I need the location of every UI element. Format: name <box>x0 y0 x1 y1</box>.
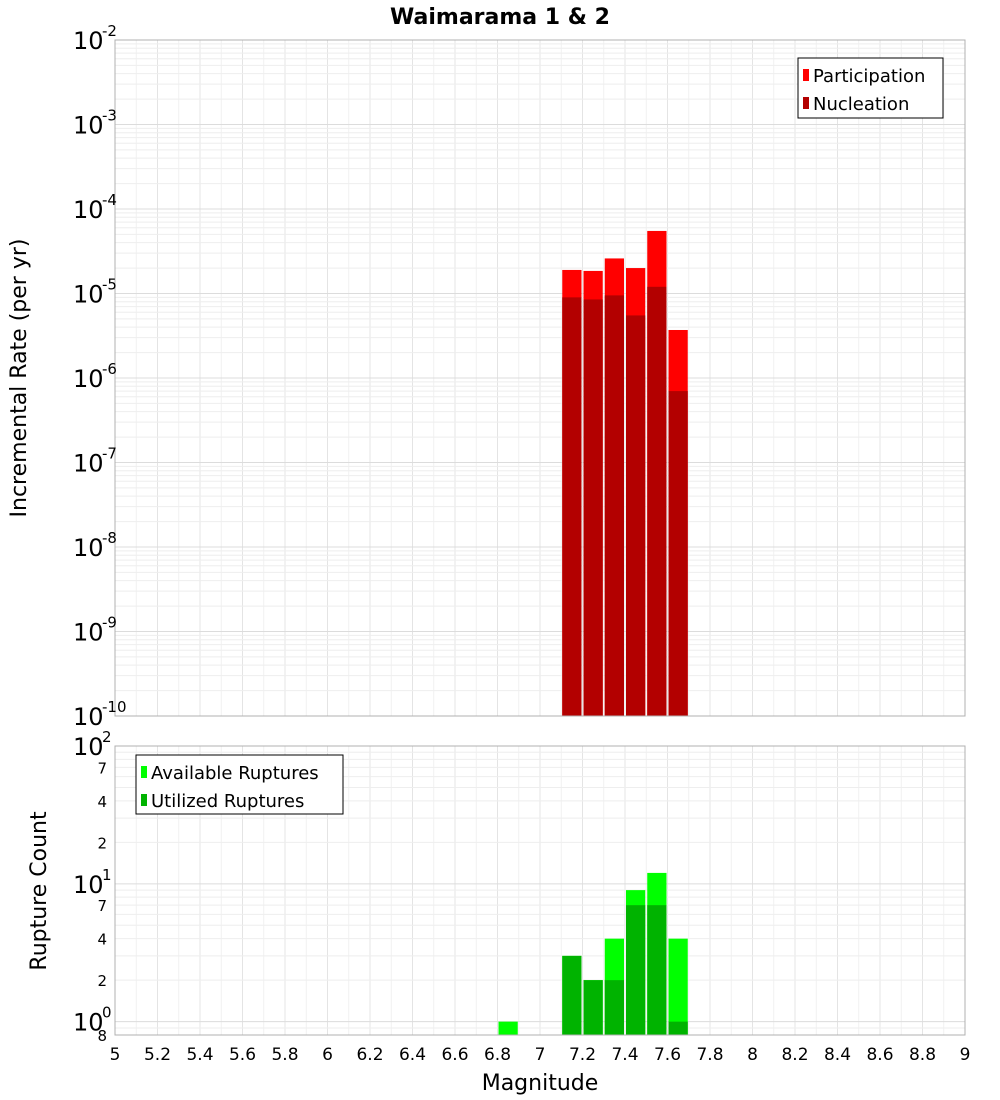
bar-utilized-ruptures <box>626 905 646 1035</box>
bar-utilized-ruptures <box>604 980 624 1035</box>
y-tick-exponent: -9 <box>102 614 117 632</box>
x-tick-label: 8.6 <box>866 1045 893 1065</box>
bar-utilized-ruptures <box>583 980 603 1035</box>
top-grid <box>114 39 966 717</box>
y-tick-label: 10 <box>73 281 104 309</box>
legend-box <box>797 57 944 119</box>
y-tick-exponent: -4 <box>102 191 117 209</box>
y-tick-exponent: -3 <box>102 107 117 125</box>
y-minor-tick-label: 7 <box>97 759 107 777</box>
x-tick-label: 7 <box>535 1045 546 1065</box>
legend-swatch <box>803 69 809 81</box>
y-tick-label: 10 <box>73 871 104 899</box>
y-tick-exponent: 1 <box>102 866 112 884</box>
legend-label: Available Ruptures <box>151 763 319 784</box>
x-tick-label: 6.2 <box>356 1045 383 1065</box>
y-minor-tick-label: 4 <box>97 931 107 949</box>
y-minor-tick-label: 7 <box>97 897 107 915</box>
y-tick-label: 10 <box>73 27 104 55</box>
bar-utilized-ruptures <box>668 1021 688 1035</box>
x-tick-label: 7.2 <box>569 1045 596 1065</box>
legend-swatch <box>141 794 147 806</box>
legend-swatch <box>141 766 147 778</box>
y-minor-tick-label: 8 <box>97 1027 107 1045</box>
x-tick-label: 8.2 <box>781 1045 808 1065</box>
y-tick-label: 10 <box>73 1009 104 1037</box>
y-tick-exponent: -6 <box>102 360 117 378</box>
bottom-legend: Available Ruptures Utilized Ruptures <box>135 754 344 815</box>
legend-box <box>135 754 344 815</box>
bottom-bars <box>498 872 688 1035</box>
bar-nucleation <box>647 286 667 716</box>
top-legend: Participation Nucleation <box>797 57 944 119</box>
top-bars <box>562 230 688 717</box>
y-minor-tick-label: 2 <box>97 834 107 852</box>
y-tick-label: 10 <box>73 733 104 761</box>
x-tick-label: 6.8 <box>484 1045 511 1065</box>
y-tick-exponent: -8 <box>102 529 117 547</box>
bar-utilized-ruptures <box>647 905 667 1035</box>
y-tick-exponent: -7 <box>102 445 117 463</box>
bar-available-ruptures <box>668 938 688 1035</box>
y-tick-exponent: -2 <box>102 22 117 40</box>
y-tick-exponent: 0 <box>102 1004 112 1022</box>
x-tick-label: 8.8 <box>909 1045 936 1065</box>
x-tick-label: 5.6 <box>229 1045 256 1065</box>
y-tick-exponent: -5 <box>102 276 117 294</box>
bar-nucleation <box>583 299 603 716</box>
legend-label: Participation <box>813 66 925 87</box>
y-tick-label: 10 <box>73 196 104 224</box>
x-axis-label: Magnitude <box>482 1071 599 1096</box>
x-tick-label: 7.6 <box>654 1045 681 1065</box>
x-tick-label: 9 <box>960 1045 971 1065</box>
legend-swatch <box>803 97 809 109</box>
x-tick-label: 7.4 <box>611 1045 638 1065</box>
y-tick-label: 10 <box>73 365 104 393</box>
bar-utilized-ruptures <box>562 955 582 1035</box>
x-tick-label: 5.8 <box>271 1045 298 1065</box>
x-tick-label: 6 <box>322 1045 333 1065</box>
y-minor-tick-label: 4 <box>97 793 107 811</box>
x-tick-labels: 5 5.2 5.4 5.6 5.8 6 6.2 6.4 6.6 6.8 7 7.2 7.4 7.6 7.8 8… <box>110 1045 971 1065</box>
chart-title: Waimarama 1 & 2 <box>390 5 610 30</box>
y-minor-tick-label: 2 <box>97 972 107 990</box>
x-tick-label: 8 <box>747 1045 758 1065</box>
x-tick-label: 6.6 <box>441 1045 468 1065</box>
top-y-axis-label: Incremental Rate (per yr) <box>7 239 32 518</box>
x-tick-label: 5.2 <box>144 1045 171 1065</box>
bottom-y-axis-label: Rupture Count <box>27 811 52 971</box>
top-plot-border <box>114 39 966 717</box>
y-tick-label: 10 <box>73 534 104 562</box>
bar-available-ruptures <box>498 1021 518 1035</box>
x-tick-label: 8.4 <box>824 1045 851 1065</box>
bar-nucleation <box>562 297 582 716</box>
y-tick-exponent: -10 <box>102 698 127 716</box>
bottom-plot-border <box>114 745 966 1036</box>
y-tick-label: 10 <box>73 619 104 647</box>
x-tick-label: 5 <box>110 1045 121 1065</box>
bar-nucleation <box>626 315 646 716</box>
bar-nucleation <box>604 295 624 716</box>
y-tick-exponent: 2 <box>102 728 112 746</box>
bar-nucleation <box>668 391 688 716</box>
y-tick-label: 10 <box>73 112 104 140</box>
x-tick-label: 5.4 <box>186 1045 213 1065</box>
y-tick-label: 10 <box>73 450 104 478</box>
x-tick-label: 6.4 <box>399 1045 426 1065</box>
x-tick-label: 7.8 <box>696 1045 723 1065</box>
legend-label: Nucleation <box>813 94 909 115</box>
legend-label: Utilized Ruptures <box>151 791 304 812</box>
y-tick-label: 10 <box>73 703 104 731</box>
